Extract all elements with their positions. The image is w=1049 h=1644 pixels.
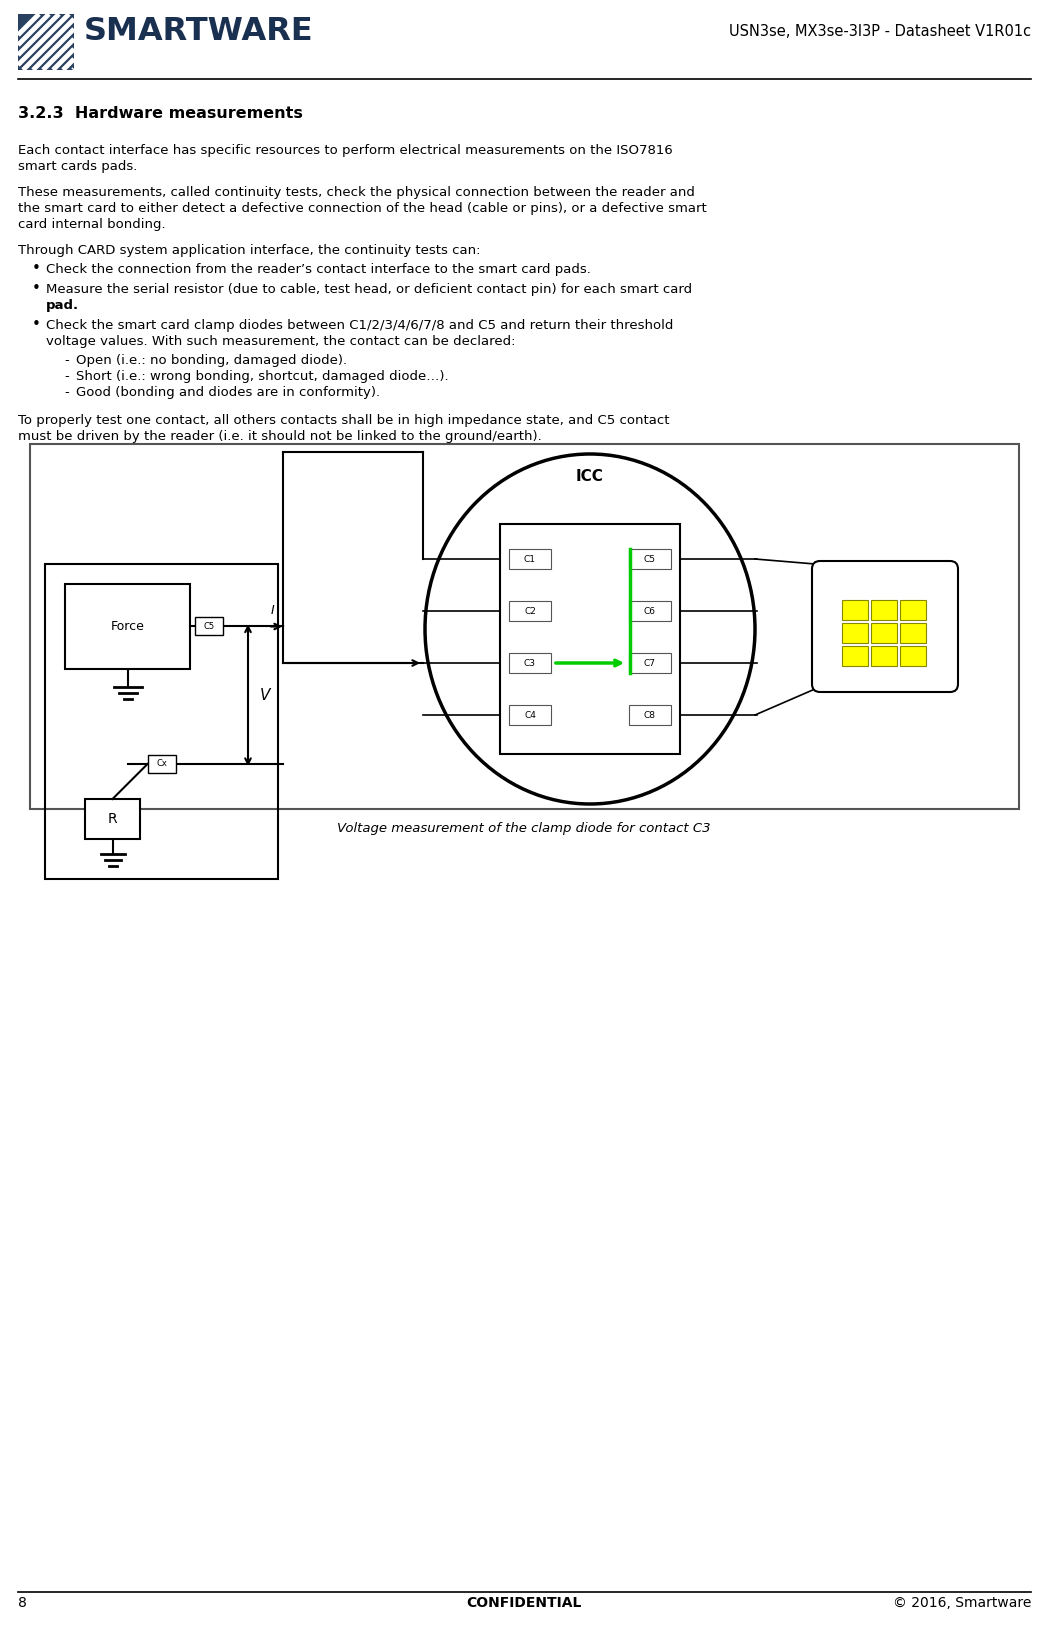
Text: C6: C6 xyxy=(644,607,656,615)
Text: C7: C7 xyxy=(644,659,656,667)
Text: -: - xyxy=(64,370,69,383)
Text: the smart card to either detect a defective connection of the head (cable or pin: the smart card to either detect a defect… xyxy=(18,202,707,215)
Text: voltage values. With such measurement, the contact can be declared:: voltage values. With such measurement, t… xyxy=(46,335,515,349)
Text: CONFIDENTIAL: CONFIDENTIAL xyxy=(467,1596,582,1609)
Bar xyxy=(85,799,140,838)
Text: ICC: ICC xyxy=(576,469,604,483)
Bar xyxy=(30,444,1019,809)
Text: pad.: pad. xyxy=(46,299,79,312)
Bar xyxy=(842,623,868,643)
Bar xyxy=(629,653,671,672)
Text: Check the connection from the reader’s contact interface to the smart card pads.: Check the connection from the reader’s c… xyxy=(46,263,591,276)
Text: USN3se, MX3se-3I3P - Datasheet V1R01c: USN3se, MX3se-3I3P - Datasheet V1R01c xyxy=(729,25,1031,39)
Text: These measurements, called continuity tests, check the physical connection betwe: These measurements, called continuity te… xyxy=(18,186,694,199)
Text: C2: C2 xyxy=(524,607,536,615)
Text: •: • xyxy=(33,281,41,296)
Text: Force: Force xyxy=(110,620,145,633)
Text: R: R xyxy=(108,812,117,825)
Text: C8: C8 xyxy=(644,710,656,720)
Bar xyxy=(500,524,680,755)
Text: Voltage measurement of the clamp diode for contact C3: Voltage measurement of the clamp diode f… xyxy=(337,822,711,835)
Text: smart cards pads.: smart cards pads. xyxy=(18,159,137,173)
Bar xyxy=(148,755,175,773)
Bar xyxy=(629,549,671,569)
Text: Check the smart card clamp diodes between C1/2/3/4/6/7/8 and C5 and return their: Check the smart card clamp diodes betwee… xyxy=(46,319,673,332)
Bar xyxy=(509,705,551,725)
Text: C5: C5 xyxy=(644,554,656,564)
Text: V: V xyxy=(260,687,271,702)
Text: •: • xyxy=(33,317,41,332)
Bar xyxy=(195,618,223,636)
Text: -: - xyxy=(64,353,69,367)
Text: SMARTWARE: SMARTWARE xyxy=(84,16,314,48)
Bar xyxy=(900,623,926,643)
Text: I: I xyxy=(271,605,275,618)
Text: -: - xyxy=(64,386,69,399)
Text: Short (i.e.: wrong bonding, shortcut, damaged diode…).: Short (i.e.: wrong bonding, shortcut, da… xyxy=(76,370,449,383)
Bar xyxy=(65,584,190,669)
Bar xyxy=(509,602,551,621)
Text: •: • xyxy=(33,261,41,276)
Text: C4: C4 xyxy=(524,710,536,720)
Text: Each contact interface has specific resources to perform electrical measurements: Each contact interface has specific reso… xyxy=(18,145,672,156)
Bar xyxy=(900,600,926,620)
Text: Open (i.e.: no bonding, damaged diode).: Open (i.e.: no bonding, damaged diode). xyxy=(76,353,347,367)
Text: Through CARD system application interface, the continuity tests can:: Through CARD system application interfac… xyxy=(18,243,480,256)
Bar xyxy=(900,646,926,666)
Text: card internal bonding.: card internal bonding. xyxy=(18,219,166,232)
Text: Good (bonding and diodes are in conformity).: Good (bonding and diodes are in conformi… xyxy=(76,386,380,399)
Text: Measure the serial resistor (due to cable, test head, or deficient contact pin) : Measure the serial resistor (due to cabl… xyxy=(46,283,692,296)
Bar xyxy=(629,705,671,725)
Text: 3.2.3  Hardware measurements: 3.2.3 Hardware measurements xyxy=(18,105,303,122)
Bar xyxy=(509,549,551,569)
FancyBboxPatch shape xyxy=(812,561,958,692)
Bar xyxy=(629,602,671,621)
Text: 8: 8 xyxy=(18,1596,27,1609)
Bar xyxy=(842,600,868,620)
Text: must be driven by the reader (i.e. it should not be linked to the ground/earth).: must be driven by the reader (i.e. it sh… xyxy=(18,431,541,442)
Text: Cx: Cx xyxy=(156,760,167,768)
Text: To properly test one contact, all others contacts shall be in high impedance sta: To properly test one contact, all others… xyxy=(18,414,669,427)
Bar xyxy=(842,646,868,666)
Ellipse shape xyxy=(425,454,755,804)
Text: © 2016, Smartware: © 2016, Smartware xyxy=(893,1596,1031,1609)
Bar xyxy=(871,623,897,643)
Bar xyxy=(45,564,278,880)
Bar xyxy=(871,646,897,666)
Text: C1: C1 xyxy=(524,554,536,564)
Bar xyxy=(18,15,74,71)
Bar xyxy=(871,600,897,620)
Text: C3: C3 xyxy=(524,659,536,667)
Bar xyxy=(509,653,551,672)
Text: C5: C5 xyxy=(204,621,215,631)
